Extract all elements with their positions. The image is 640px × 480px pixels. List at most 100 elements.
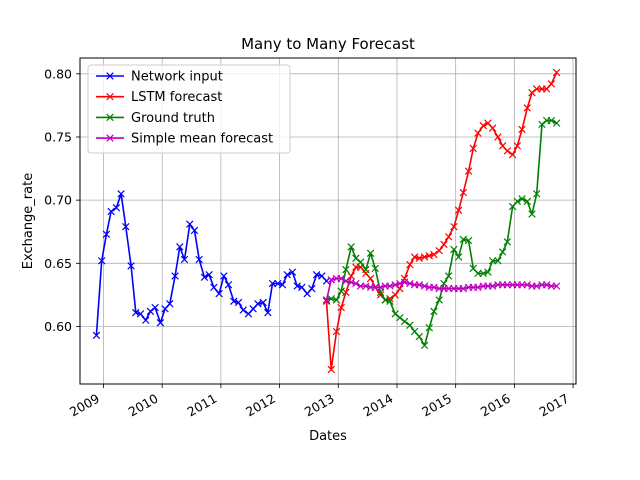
data-point — [523, 104, 532, 112]
y-tick-label: 0.60 — [44, 319, 72, 334]
data-point — [547, 116, 556, 125]
data-point — [151, 303, 159, 312]
data-point — [479, 269, 487, 278]
data-point — [494, 133, 502, 141]
series-3 — [322, 274, 561, 304]
data-point — [552, 68, 561, 77]
data-point — [180, 255, 189, 264]
legend-marker — [106, 72, 114, 80]
data-point — [523, 197, 532, 206]
data-point — [488, 124, 497, 132]
data-point — [474, 269, 482, 278]
data-point — [528, 89, 536, 97]
x-axis-label: Dates — [309, 429, 347, 444]
data-point — [386, 297, 394, 305]
data-point — [552, 282, 561, 290]
y-tick-label: 0.75 — [44, 129, 72, 144]
data-point — [347, 278, 355, 287]
series-2 — [322, 116, 561, 350]
data-point — [127, 262, 135, 270]
data-point — [391, 291, 399, 299]
data-point — [450, 222, 458, 231]
data-point — [347, 243, 355, 251]
y-axis-ticks: 0.60 0.65 0.70 0.75 0.80 — [44, 66, 80, 334]
data-point — [195, 255, 203, 264]
data-point — [459, 188, 468, 197]
data-point — [435, 296, 443, 304]
data-point — [444, 284, 453, 293]
data-point — [494, 257, 502, 265]
data-point — [425, 252, 433, 260]
data-point — [371, 264, 379, 273]
data-point — [264, 308, 272, 317]
data-point — [503, 147, 512, 155]
data-point — [430, 307, 438, 316]
series-layer — [92, 68, 561, 374]
data-point — [132, 308, 140, 317]
data-point — [356, 258, 365, 266]
data-point — [547, 80, 556, 88]
legend-entry: Simple mean forecast — [96, 132, 273, 147]
data-point — [435, 246, 443, 255]
data-point — [366, 274, 375, 283]
data-point — [356, 282, 365, 290]
data-point — [220, 272, 228, 280]
legend-label: Ground truth — [131, 111, 215, 126]
data-point — [362, 265, 370, 274]
data-point — [444, 233, 453, 241]
legend-label: LSTM forecast — [131, 90, 222, 105]
data-point — [406, 321, 414, 329]
data-point — [288, 268, 297, 276]
data-point — [102, 230, 111, 238]
data-point — [381, 296, 389, 304]
legend-marker — [106, 113, 114, 122]
data-point — [528, 210, 536, 218]
data-point — [425, 324, 433, 332]
data-point — [342, 288, 350, 297]
data-point — [391, 310, 399, 318]
data-point — [190, 226, 199, 235]
data-point — [362, 282, 370, 290]
data-point — [278, 281, 287, 289]
data-point — [503, 238, 512, 246]
data-point — [92, 331, 101, 340]
chart-title: Many to Many Forecast — [241, 35, 415, 53]
data-point — [259, 298, 267, 307]
y-tick-label: 0.80 — [44, 66, 72, 81]
data-point — [391, 281, 399, 289]
data-point — [274, 279, 282, 288]
legend-entry: Network input — [96, 70, 223, 85]
data-point — [171, 272, 179, 280]
data-point — [396, 279, 404, 288]
data-point — [444, 272, 453, 280]
data-point — [224, 281, 233, 289]
data-point — [406, 260, 414, 269]
legend: Network input LSTM forecast Ground truth Si… — [87, 64, 291, 154]
legend-marker — [106, 92, 114, 101]
legend-marker — [106, 134, 114, 142]
data-point — [513, 197, 522, 206]
data-point — [268, 279, 277, 288]
data-point — [518, 125, 526, 134]
data-point — [366, 249, 375, 257]
data-point — [337, 274, 345, 283]
data-point — [376, 283, 385, 292]
data-point — [166, 300, 174, 308]
plot-frame — [79, 57, 577, 385]
data-point — [410, 253, 419, 261]
data-point — [406, 279, 414, 288]
data-point — [332, 296, 341, 304]
data-point — [464, 236, 473, 245]
data-point — [186, 220, 194, 228]
data-point — [513, 142, 522, 150]
data-point — [498, 248, 507, 256]
data-point — [532, 85, 541, 93]
data-point — [400, 317, 409, 326]
data-point — [415, 332, 424, 341]
data-point — [283, 270, 291, 279]
data-point — [332, 327, 341, 336]
data-point — [308, 284, 316, 293]
legend-label: Simple mean forecast — [131, 132, 273, 147]
